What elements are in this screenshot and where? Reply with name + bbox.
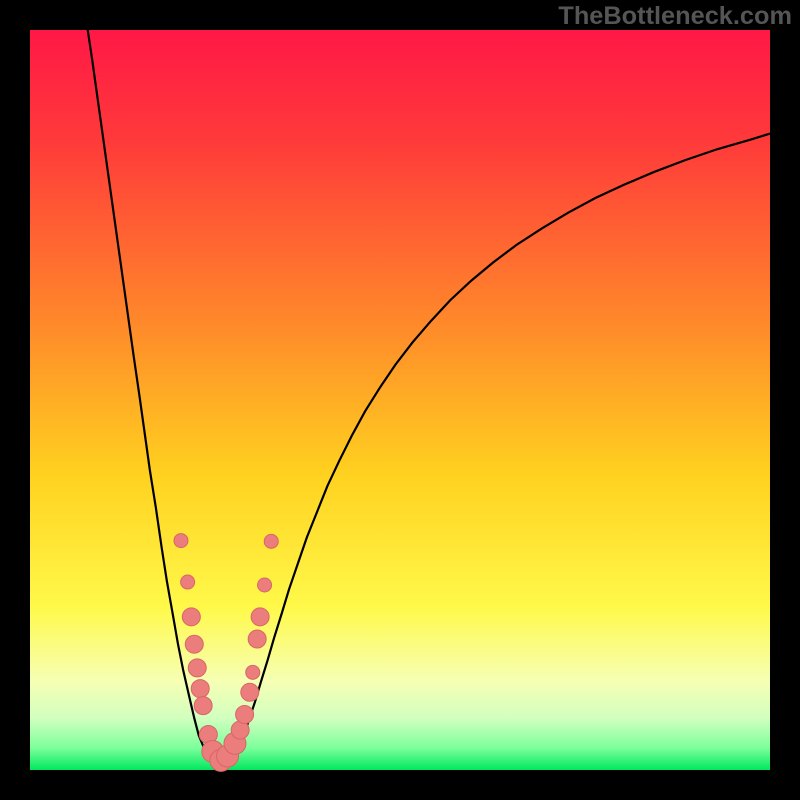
data-marker bbox=[246, 665, 260, 679]
data-marker bbox=[174, 534, 188, 548]
bottleneck-chart bbox=[0, 0, 800, 800]
data-marker bbox=[181, 575, 195, 589]
data-marker bbox=[188, 659, 206, 677]
data-marker bbox=[258, 578, 272, 592]
data-marker bbox=[194, 697, 212, 715]
data-marker bbox=[248, 630, 266, 648]
data-marker bbox=[264, 534, 278, 548]
chart-container: TheBottleneck.com bbox=[0, 0, 800, 800]
data-marker bbox=[251, 608, 269, 626]
data-marker bbox=[191, 680, 209, 698]
data-marker bbox=[185, 635, 203, 653]
data-marker bbox=[236, 706, 254, 724]
data-marker bbox=[182, 608, 200, 626]
data-marker bbox=[241, 683, 259, 701]
